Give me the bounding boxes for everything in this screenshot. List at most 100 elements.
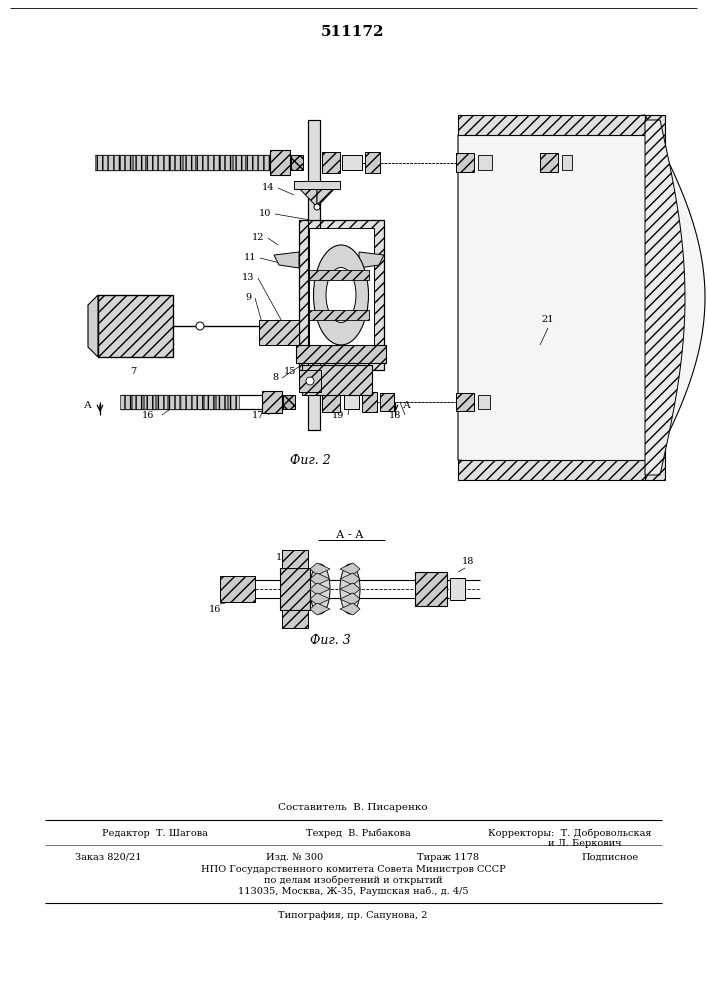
Bar <box>280 568 310 610</box>
Text: и Л. Беркович: и Л. Беркович <box>548 840 621 848</box>
Bar <box>220 155 232 170</box>
Bar <box>95 155 107 170</box>
Bar <box>259 320 299 345</box>
Bar <box>107 155 119 170</box>
Text: Редактор  Т. Шагова: Редактор Т. Шагова <box>102 828 208 838</box>
Text: 12: 12 <box>252 233 264 242</box>
Bar <box>309 310 369 320</box>
Ellipse shape <box>340 564 360 614</box>
Polygon shape <box>88 295 98 357</box>
Text: Составитель  В. Писаренко: Составитель В. Писаренко <box>278 804 428 812</box>
Bar <box>182 155 194 170</box>
Text: 16: 16 <box>209 605 221 614</box>
Bar <box>294 181 340 189</box>
Bar <box>245 155 257 170</box>
Bar <box>144 395 155 409</box>
Text: Заказ 820/21: Заказ 820/21 <box>75 852 141 861</box>
Bar <box>344 395 359 409</box>
Text: Типография, пр. Сапунова, 2: Типография, пр. Сапунова, 2 <box>279 912 428 920</box>
Bar <box>302 365 372 395</box>
Bar <box>228 395 239 409</box>
Ellipse shape <box>313 245 368 345</box>
Bar <box>458 460 645 480</box>
Bar <box>158 155 170 170</box>
Bar <box>195 155 207 170</box>
Bar <box>220 576 255 602</box>
Bar <box>362 392 377 412</box>
Text: 7: 7 <box>130 366 136 375</box>
Polygon shape <box>310 563 330 575</box>
Text: 18: 18 <box>462 558 474 566</box>
Polygon shape <box>274 252 299 268</box>
Text: Фиг. 3: Фиг. 3 <box>310 634 351 647</box>
Bar <box>233 155 245 170</box>
Ellipse shape <box>196 322 204 330</box>
Text: по делам изобретений и открытий: по делам изобретений и открытий <box>264 875 443 885</box>
Text: Техред  В. Рыбакова: Техред В. Рыбакова <box>305 828 410 838</box>
Text: 19: 19 <box>332 410 344 420</box>
Bar <box>270 150 290 175</box>
Text: 17: 17 <box>252 410 264 420</box>
Bar <box>98 295 173 357</box>
Bar <box>322 152 340 173</box>
Polygon shape <box>296 185 317 207</box>
Bar <box>562 155 572 170</box>
Bar <box>283 395 295 409</box>
Bar <box>98 295 173 357</box>
Polygon shape <box>340 563 360 575</box>
Bar <box>308 120 320 430</box>
Polygon shape <box>645 120 685 475</box>
Bar <box>365 152 380 173</box>
Bar <box>291 155 303 170</box>
Text: 10: 10 <box>259 210 271 219</box>
Text: А: А <box>84 400 92 410</box>
Text: Подписное: Подписное <box>581 852 638 861</box>
Polygon shape <box>340 573 360 585</box>
Bar <box>170 155 182 170</box>
Bar <box>282 610 308 628</box>
Bar <box>456 393 474 411</box>
Bar <box>216 395 227 409</box>
Polygon shape <box>310 583 330 595</box>
Ellipse shape <box>306 377 314 385</box>
Polygon shape <box>310 573 330 585</box>
Bar <box>309 270 369 280</box>
Polygon shape <box>359 252 384 268</box>
Ellipse shape <box>326 267 356 322</box>
Text: 15: 15 <box>284 367 296 376</box>
Bar <box>450 578 465 600</box>
Polygon shape <box>458 115 705 480</box>
Text: 18: 18 <box>389 410 401 420</box>
Bar <box>192 395 203 409</box>
Text: 17: 17 <box>276 554 288 562</box>
Bar <box>415 572 447 606</box>
Text: НПО Государственного комитета Совета Министров СССР: НПО Государственного комитета Совета Мин… <box>201 864 506 874</box>
Text: Тираж 1178: Тираж 1178 <box>417 852 479 861</box>
Bar <box>458 115 645 135</box>
Bar <box>299 220 384 370</box>
Bar <box>180 395 191 409</box>
Text: Корректоры:  Т. Добровольская: Корректоры: Т. Добровольская <box>489 828 652 838</box>
Bar <box>645 115 665 480</box>
Bar <box>296 345 386 363</box>
Bar <box>120 155 132 170</box>
Bar <box>282 550 308 568</box>
Bar <box>132 395 143 409</box>
Bar <box>380 393 394 411</box>
Ellipse shape <box>314 204 320 210</box>
Bar <box>342 155 362 170</box>
Text: 21: 21 <box>542 316 554 324</box>
Bar <box>309 228 374 362</box>
Bar <box>257 155 269 170</box>
Text: Изд. № 300: Изд. № 300 <box>267 852 324 861</box>
Bar <box>204 395 215 409</box>
Text: А - А: А - А <box>337 530 363 540</box>
Text: 113035, Москва, Ж-35, Раушская наб., д. 4/5: 113035, Москва, Ж-35, Раушская наб., д. … <box>238 886 468 896</box>
Bar <box>322 392 340 412</box>
Polygon shape <box>340 603 360 615</box>
Polygon shape <box>340 583 360 595</box>
Bar <box>156 395 167 409</box>
Bar <box>132 155 144 170</box>
Polygon shape <box>317 185 338 207</box>
Text: 511172: 511172 <box>321 25 385 39</box>
